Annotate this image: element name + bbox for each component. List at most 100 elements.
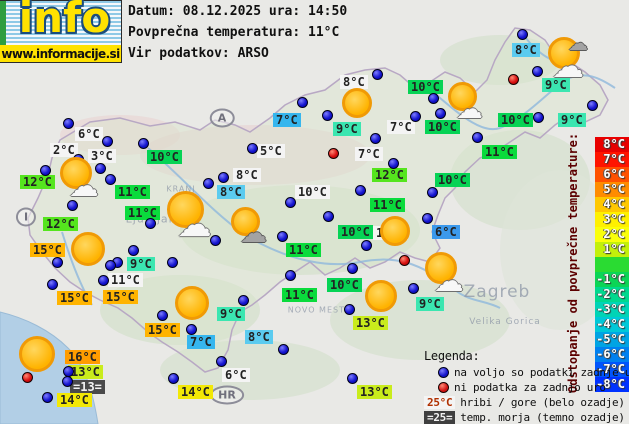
station-temp-label: 6°C <box>75 127 103 141</box>
cloud-icon: ☁ <box>68 169 99 205</box>
sun-icon <box>60 157 92 189</box>
station-dot-blue <box>51 256 63 268</box>
city-label: NOVO MESTO <box>287 305 353 315</box>
city-label: Velika Gorica <box>469 317 541 327</box>
station-dot-blue <box>532 111 544 123</box>
station-dot-blue <box>66 199 78 211</box>
station-temp-label: 8°C <box>512 43 540 57</box>
legend-item-text: ni podatka za zadnjo uro <box>454 380 606 394</box>
station-dot-blue <box>387 157 399 169</box>
sun-icon <box>365 280 397 312</box>
sun-icon <box>380 216 410 246</box>
station-temp-label: 6°C <box>432 225 460 239</box>
scale-row: 6°C <box>595 167 629 182</box>
legend-item: ni podatka za zadnjo uro <box>424 380 629 394</box>
station-dot-blue <box>427 92 439 104</box>
station-dot-blue <box>343 303 355 315</box>
legend-red-dot-icon <box>438 381 449 393</box>
station-dot-blue <box>97 274 109 286</box>
scale-row: -1°C <box>595 272 629 287</box>
station-temp-label: 8°C <box>245 330 273 344</box>
sun-icon <box>342 88 372 118</box>
sun-icon <box>380 216 410 246</box>
station-dot-blue <box>127 244 139 256</box>
scale-row: -2°C <box>595 287 629 302</box>
station-temp-label: =13= <box>70 380 105 394</box>
legend-item: =25= temp. morja (temno ozadje) <box>424 410 629 424</box>
station-temp-label: 16°C <box>65 350 100 364</box>
country-marker-hr: HR <box>210 385 244 405</box>
sun-icon <box>365 280 397 312</box>
scale-row: 1°C <box>595 242 629 257</box>
sun-icon <box>71 232 105 266</box>
station-temp-label: 2°C <box>50 143 78 157</box>
station-temp-label: 6°C <box>222 368 250 382</box>
header-avg-temp-line: Povprečna temperatura: 11°C <box>128 25 340 40</box>
logo-stripes <box>0 1 121 45</box>
station-dot-blue <box>94 162 106 174</box>
station-temp-label: 8°C <box>233 168 261 182</box>
station-temp-label: 12°C <box>20 175 55 189</box>
station-dot-blue <box>217 171 229 183</box>
station-temp-label: 10°C <box>498 113 533 127</box>
sun-cloud-icon: ☁ <box>448 82 484 123</box>
station-temp-label: 10°C <box>425 120 460 134</box>
station-dot-blue <box>167 372 179 384</box>
station-temp-label: 9°C <box>558 113 586 127</box>
station-dot-blue <box>166 256 178 268</box>
station-dot-blue <box>360 239 372 251</box>
station-temp-label: 12°C <box>43 217 78 231</box>
station-dot-blue <box>185 323 197 335</box>
station-dot-blue <box>434 107 446 119</box>
sun-icon <box>425 252 457 284</box>
station-temp-label: 5°C <box>257 144 285 158</box>
country-marker-a: A <box>209 108 235 128</box>
station-dot-blue <box>426 186 438 198</box>
scale-row: 3°C <box>595 212 629 227</box>
station-dot-blue <box>284 196 296 208</box>
station-dot-blue <box>104 173 116 185</box>
cloud-icon: ☁ <box>552 46 584 85</box>
city-label: KRANJ <box>166 184 196 194</box>
sun-icon <box>548 37 580 69</box>
legend-item: na voljo so podatki zadnje ure <box>424 365 629 379</box>
station-temp-label: 9°C <box>217 307 245 321</box>
site-logo[interactable]: info www.informacije.si <box>0 0 122 63</box>
legend-title: Legenda: <box>424 349 480 363</box>
cloud-icon: ☁ <box>240 217 267 249</box>
scale-row: -5°C <box>595 332 629 347</box>
scale-row: 7°C <box>595 152 629 167</box>
station-dot-blue <box>156 309 168 321</box>
sun-icon <box>175 286 209 320</box>
legend-mountain-box: 25°C <box>424 395 456 409</box>
station-dot-blue <box>369 132 381 144</box>
station-temp-label: 11°C <box>482 145 517 159</box>
station-dot-red <box>327 147 339 159</box>
sun-clouds-icon: ☁ ☁ <box>548 33 588 82</box>
scale-row: -3°C <box>595 302 629 317</box>
station-dot-blue <box>296 96 308 108</box>
station-temp-label: 7°C <box>387 120 415 134</box>
sun-icon <box>19 336 55 372</box>
station-dot-red <box>507 73 519 85</box>
station-temp-label: 11°C <box>115 185 150 199</box>
station-temp-label: 10°C <box>147 150 182 164</box>
station-temp-label: 9°C <box>333 122 361 136</box>
station-dot-blue <box>237 294 249 306</box>
station-temp-label: 10°C <box>327 278 362 292</box>
legend-item-text: hribi / gore (belo ozadje) <box>460 395 625 409</box>
station-temp-label: 14°C <box>57 393 92 407</box>
station-temp-label: 9°C <box>127 257 155 271</box>
station-temp-label: 9°C <box>542 78 570 92</box>
cloud-icon: ☁ <box>455 93 483 125</box>
station-dot-blue <box>46 278 58 290</box>
scale-row: -7°C <box>595 362 629 377</box>
sun-icon <box>71 232 105 266</box>
logo-url-bar[interactable]: www.informacije.si <box>0 45 121 62</box>
sun-cloud-icon: ☁ <box>167 191 213 242</box>
station-dot-blue <box>346 262 358 274</box>
scale-row: -6°C <box>595 347 629 362</box>
station-temp-label: 11°C <box>282 288 317 302</box>
station-dot-blue <box>104 259 116 271</box>
station-temp-label: 11°C <box>286 243 321 257</box>
